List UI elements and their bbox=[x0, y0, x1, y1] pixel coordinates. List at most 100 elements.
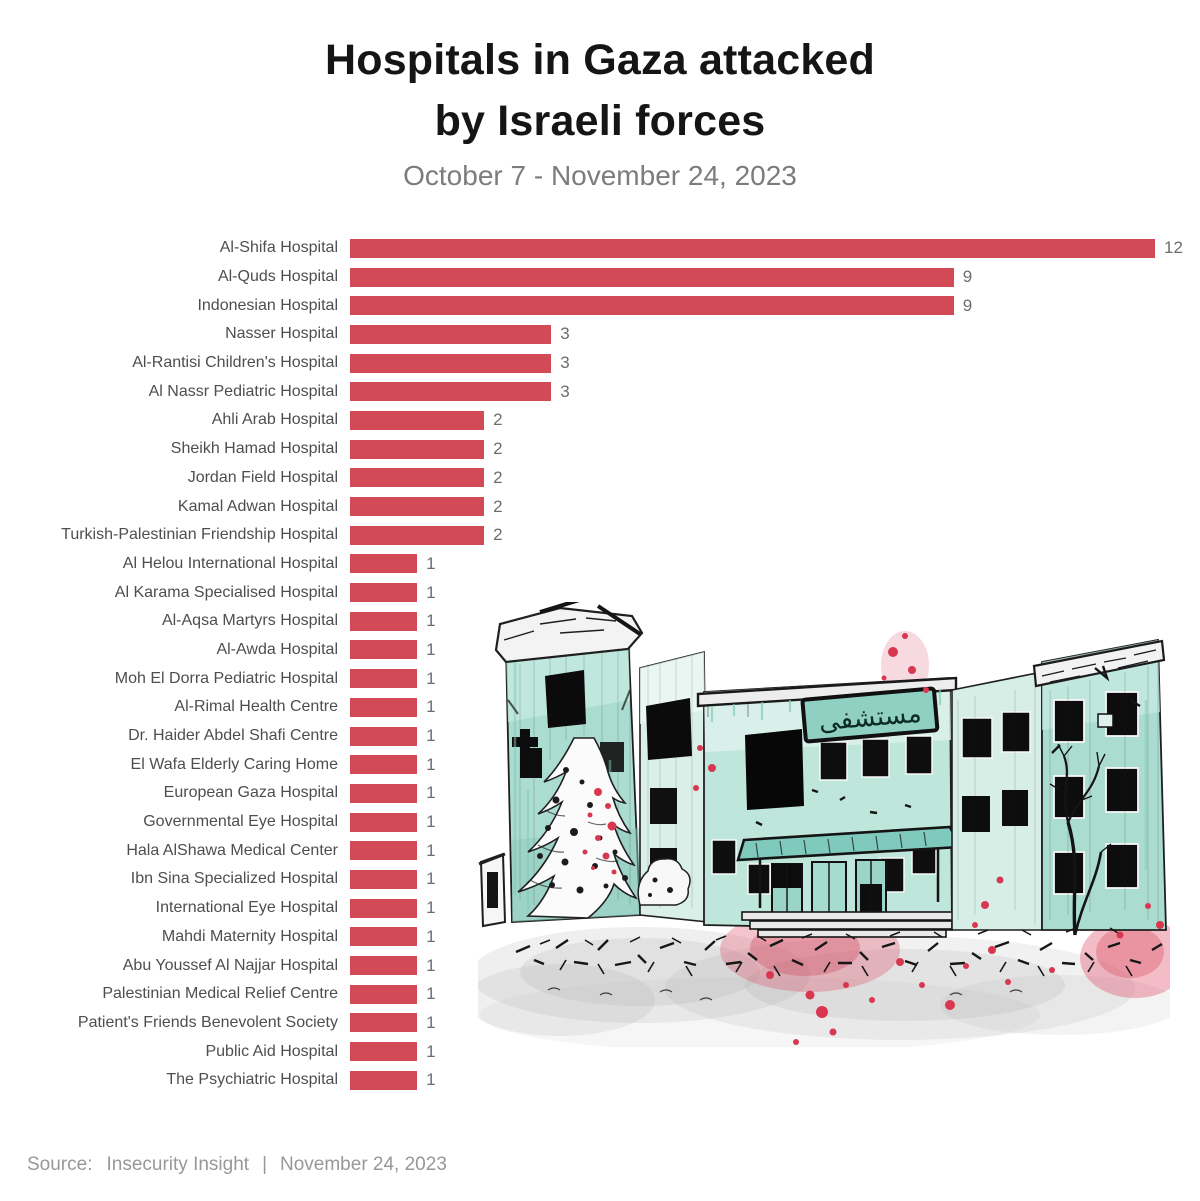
ground-wash bbox=[478, 927, 1170, 1047]
bar bbox=[350, 841, 418, 861]
bar bbox=[350, 296, 954, 316]
category-label: Abu Youssef Al Najjar Hospital bbox=[122, 956, 338, 974]
value-label: 1 bbox=[426, 582, 436, 602]
shed bbox=[478, 852, 507, 928]
bar-wrap: 1 bbox=[350, 812, 436, 832]
bar-wrap: 1 bbox=[350, 669, 436, 689]
bar-wrap: 1 bbox=[350, 956, 436, 976]
bar-wrap: 1 bbox=[350, 697, 436, 717]
category-label: Moh El Dorra Pediatric Hospital bbox=[114, 669, 338, 687]
chart-row: Public Aid Hospital 1 bbox=[0, 1037, 1200, 1066]
value-label: 2 bbox=[493, 467, 503, 487]
chart-row: Al Nassr Pediatric Hospital 3 bbox=[0, 377, 1200, 406]
bar bbox=[350, 783, 418, 803]
debris bbox=[515, 927, 1163, 1001]
red-splatter-dots bbox=[693, 633, 1164, 1045]
category-label: Al-Rantisi Children's Hospital bbox=[132, 354, 338, 372]
chart-row: Mahdi Maternity Hospital 1 bbox=[0, 923, 1200, 952]
bar bbox=[350, 267, 954, 287]
chart-row: Turkish-Palestinian Friendship Hospital 2 bbox=[0, 521, 1200, 550]
value-label: 1 bbox=[426, 1012, 436, 1032]
chart-row: Al Karama Specialised Hospital 1 bbox=[0, 578, 1200, 607]
chart-row: The Psychiatric Hospital 1 bbox=[0, 1066, 1200, 1095]
chart-row: Al Helou International Hospital 1 bbox=[0, 550, 1200, 579]
bar bbox=[350, 956, 418, 976]
bar bbox=[350, 611, 418, 631]
value-label: 1 bbox=[426, 926, 436, 946]
bar bbox=[350, 1042, 418, 1062]
bar bbox=[350, 439, 485, 459]
category-label: Nasser Hospital bbox=[225, 325, 338, 343]
bar bbox=[350, 497, 485, 517]
bar-wrap: 1 bbox=[350, 783, 436, 803]
chart-row: El Wafa Elderly Caring Home 1 bbox=[0, 750, 1200, 779]
value-label: 2 bbox=[493, 525, 503, 545]
bar bbox=[350, 238, 1155, 258]
category-label: Sheikh Hamad Hospital bbox=[170, 440, 338, 458]
category-label: Al-Awda Hospital bbox=[216, 640, 338, 658]
chart-row: Al-Rantisi Children's Hospital 3 bbox=[0, 349, 1200, 378]
value-label: 1 bbox=[426, 812, 436, 832]
chart-row: Sheikh Hamad Hospital 2 bbox=[0, 435, 1200, 464]
bar bbox=[350, 697, 418, 717]
bar-wrap: 3 bbox=[350, 353, 570, 373]
chart-row: Hala AlShawa Medical Center 1 bbox=[0, 836, 1200, 865]
bar-wrap: 1 bbox=[350, 1013, 436, 1033]
bar bbox=[350, 468, 485, 488]
chart-row: Al-Aqsa Martyrs Hospital 1 bbox=[0, 607, 1200, 636]
bar-wrap: 1 bbox=[350, 611, 436, 631]
source-label: Source: bbox=[27, 1154, 93, 1175]
bar-wrap: 1 bbox=[350, 554, 436, 574]
value-label: 3 bbox=[560, 324, 570, 344]
value-label: 2 bbox=[493, 496, 503, 516]
bar-wrap: 9 bbox=[350, 267, 972, 287]
category-label: Turkish-Palestinian Friendship Hospital bbox=[61, 526, 338, 544]
chart-row: Indonesian Hospital 9 bbox=[0, 291, 1200, 320]
bar-wrap: 2 bbox=[350, 410, 503, 430]
bar bbox=[350, 583, 418, 603]
bar bbox=[350, 382, 552, 402]
chart-row: Al-Quds Hospital 9 bbox=[0, 263, 1200, 292]
right-building bbox=[1032, 638, 1167, 931]
bar-wrap: 9 bbox=[350, 296, 972, 316]
bar bbox=[350, 640, 418, 660]
value-label: 1 bbox=[426, 783, 436, 803]
bar-wrap: 1 bbox=[350, 841, 436, 861]
bar-wrap: 12 bbox=[350, 238, 1183, 258]
bar-wrap: 1 bbox=[350, 927, 436, 947]
chart-row: International Eye Hospital 1 bbox=[0, 894, 1200, 923]
bar-wrap: 1 bbox=[350, 869, 436, 889]
chart-row: European Gaza Hospital 1 bbox=[0, 779, 1200, 808]
category-label: Al Nassr Pediatric Hospital bbox=[148, 382, 338, 400]
bar bbox=[350, 812, 418, 832]
chart-row: Kamal Adwan Hospital 2 bbox=[0, 492, 1200, 521]
title-line-1: Hospitals in Gaza attacked bbox=[324, 36, 876, 84]
value-label: 3 bbox=[560, 353, 570, 373]
chart-subtitle: October 7 - November 24, 2023 bbox=[403, 160, 797, 192]
value-label: 1 bbox=[426, 611, 436, 631]
value-label: 1 bbox=[426, 840, 436, 860]
bar bbox=[350, 525, 485, 545]
title-line-2: by Israeli forces bbox=[434, 97, 766, 146]
value-label: 1 bbox=[426, 754, 436, 774]
category-label: Hala AlShawa Medical Center bbox=[126, 841, 338, 859]
chart-row: Patient's Friends Benevolent Society 1 bbox=[0, 1009, 1200, 1038]
chart-row: Al-Rimal Health Centre 1 bbox=[0, 693, 1200, 722]
value-label: 9 bbox=[962, 267, 973, 287]
bar bbox=[350, 898, 418, 918]
category-label: Ahli Arab Hospital bbox=[211, 411, 338, 429]
bar bbox=[350, 755, 418, 775]
value-label: 1 bbox=[426, 668, 436, 688]
category-label: El Wafa Elderly Caring Home bbox=[130, 755, 338, 773]
category-label: Public Aid Hospital bbox=[205, 1042, 338, 1060]
bar bbox=[350, 726, 418, 746]
category-label: Patient's Friends Benevolent Society bbox=[77, 1013, 338, 1031]
header: Hospitals in Gaza attacked by Israeli fo… bbox=[0, 30, 1200, 192]
category-label: Al-Aqsa Martyrs Hospital bbox=[161, 612, 338, 630]
value-label: 1 bbox=[426, 1041, 436, 1061]
category-label: European Gaza Hospital bbox=[163, 784, 338, 802]
category-label: Al Helou International Hospital bbox=[122, 554, 338, 572]
bar-rows: Al-Shifa Hospital 12 Al-Quds Hospital 9 Indo… bbox=[0, 234, 1200, 1095]
bar bbox=[350, 927, 418, 947]
value-label: 1 bbox=[426, 639, 436, 659]
